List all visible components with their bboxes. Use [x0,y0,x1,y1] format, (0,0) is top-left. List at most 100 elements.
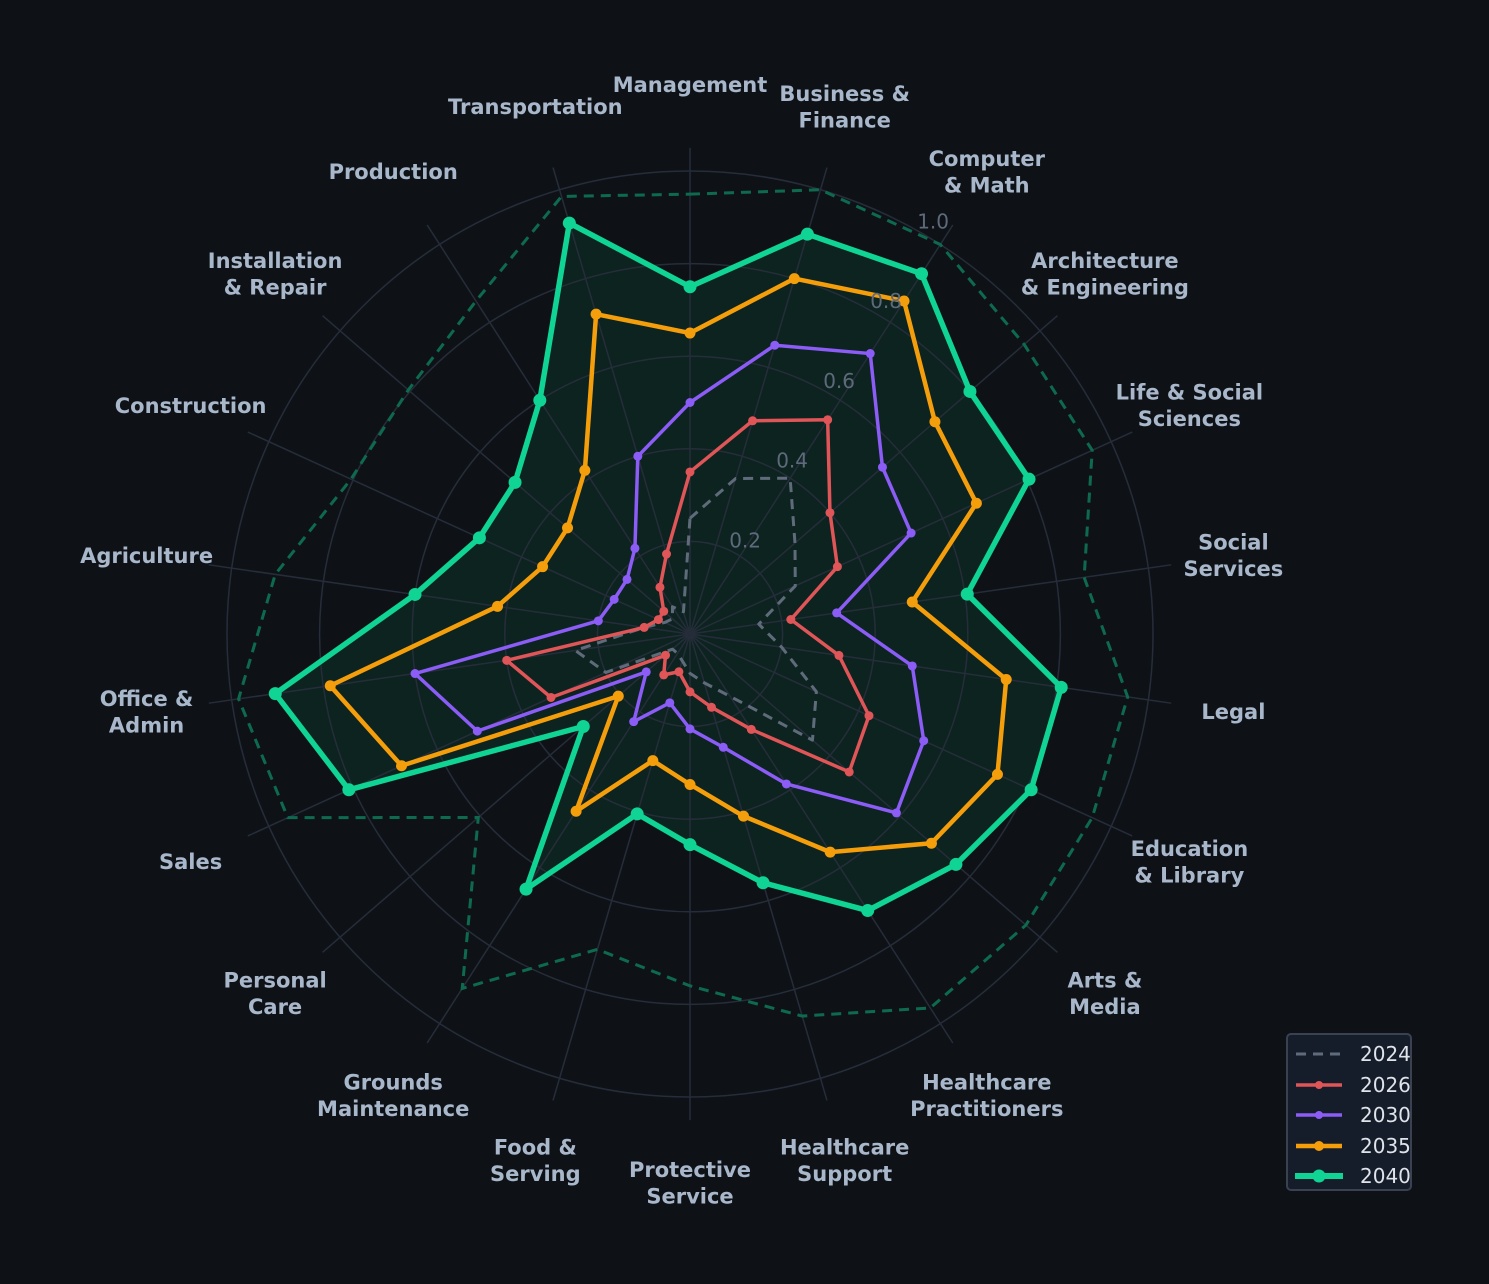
data-point-2026 [661,650,671,660]
data-point-2035 [647,755,659,767]
data-point-2035 [590,308,602,320]
data-point-2040 [683,280,697,294]
grid-spoke [689,633,1058,953]
data-point-2035 [788,273,800,285]
data-point-2030 [410,669,420,679]
legend-swatch-dashed-line-icon [1294,1047,1344,1061]
grid-spoke [689,224,954,635]
grid-spoke [689,633,1172,704]
data-point-2030 [891,808,901,818]
data-point-2030 [629,717,639,727]
data-point-2040 [915,267,929,281]
data-point-2030 [907,661,917,671]
category-label: Arts & Media [1068,968,1143,1019]
radial-tick-labels: 0.2 0.4 0.6 0.8 1.0 [729,209,949,552]
category-label: Grounds Maintenance [317,1071,469,1122]
data-point-2035 [324,680,336,692]
data-point-2035 [898,295,910,307]
legend-item-2026: 2026 [1288,1070,1411,1101]
data-point-2040 [342,783,356,797]
data-point-2026 [546,692,556,702]
data-point-2026 [748,416,758,426]
radial-tick-label: 0.4 [776,449,808,473]
data-point-2040 [963,384,977,398]
data-point-2026 [685,467,695,477]
grid-spoke [689,633,828,1101]
radar-series [236,188,1130,1018]
legend-item-2040: 2040 [1288,1161,1411,1192]
category-label: Installation & Repair [208,249,343,300]
data-point-2030 [865,349,875,359]
data-point-2035 [537,561,549,573]
data-point-2026 [834,650,844,660]
category-label: Business & Finance [779,82,909,133]
category-label: Construction [115,394,267,418]
data-point-2026 [639,622,649,632]
data-point-2026 [844,767,854,777]
data-point-2026 [674,667,684,677]
legend-label: 2030 [1360,1103,1411,1128]
data-point-2035 [824,846,836,858]
data-point-2040 [683,838,697,852]
legend-swatch-line-marker-icon [1294,1078,1344,1092]
legend-swatch-line-marker-icon [1294,1139,1344,1153]
data-point-2040 [508,475,522,489]
data-point-2030 [633,451,643,461]
data-point-2040 [408,587,422,601]
category-label: Healthcare Support [780,1136,909,1187]
data-point-2040 [1054,680,1068,694]
data-point-2026 [655,582,665,592]
data-point-2035 [396,760,408,772]
data-point-2030 [919,736,929,746]
grid-spoke [247,633,691,837]
category-label: Management [613,73,768,97]
data-point-2026 [659,606,669,616]
data-point-2030 [906,528,916,538]
legend: 2024 2026 2030 2035 2040 [1286,1033,1412,1191]
radial-tick-label: 0.6 [823,369,855,393]
data-point-2030 [665,698,675,708]
legend-label: 2040 [1360,1164,1411,1189]
radial-tick-label: 0.8 [870,289,902,313]
data-point-2030 [718,742,728,752]
data-point-2030 [472,726,482,736]
data-point-2026 [786,615,796,625]
data-point-2040 [576,719,590,733]
category-label: Personal Care [223,968,326,1019]
data-point-2035 [929,416,941,428]
data-point-2035 [906,596,918,608]
data-point-2026 [823,415,833,425]
data-point-2040 [949,857,963,871]
data-point-2026 [685,687,695,697]
legend-label: 2024 [1360,1042,1411,1067]
data-point-2040 [800,227,814,241]
data-point-2030 [685,398,695,407]
data-point-2030 [593,616,603,626]
legend-item-2035: 2035 [1288,1131,1411,1162]
data-point-2026 [662,549,672,559]
data-point-2035 [925,837,937,849]
grid-spoke [426,633,691,1044]
data-point-2040 [756,876,770,890]
data-point-2030 [877,462,887,472]
data-point-2026 [502,655,512,665]
data-point-2026 [864,711,874,721]
data-point-2040 [1024,783,1038,797]
data-point-2026 [825,508,835,518]
data-point-2035 [970,497,982,509]
category-label: Computer & Math [929,147,1046,198]
grid-spoke [689,633,954,1044]
data-point-2035 [570,805,582,817]
data-point-2026 [746,724,756,734]
category-label: Legal [1201,700,1265,724]
area-fill-2040 [275,223,1062,911]
legend-label: 2026 [1360,1072,1411,1097]
data-point-2030 [622,574,632,584]
category-label: Production [329,160,458,184]
legend-item-2024: 2024 [1288,1039,1411,1070]
grid-spoke [208,564,691,635]
grid-spoke [552,633,691,1101]
category-label: Food & Serving [490,1136,581,1187]
grid-spoke [689,167,828,635]
